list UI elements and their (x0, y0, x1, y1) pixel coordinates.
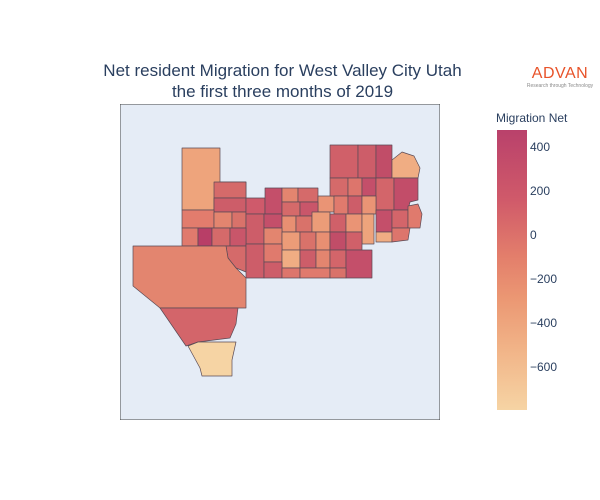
chart-title-line-2: the first three months of 2019 (171, 82, 394, 101)
map-region[interactable] (245, 197, 266, 215)
map-region[interactable] (211, 227, 231, 247)
map-region[interactable] (315, 231, 331, 251)
map-region[interactable] (263, 227, 283, 245)
map-region[interactable] (329, 231, 347, 251)
choropleth-map (120, 104, 440, 420)
map-region[interactable] (181, 227, 199, 247)
map-region[interactable] (281, 267, 301, 279)
map-region[interactable] (375, 231, 393, 243)
map-region[interactable] (299, 231, 317, 251)
colorbar-tick-label: −600 (530, 360, 558, 374)
colorbar-gradient (497, 130, 527, 410)
colorbar-tick-label: 200 (530, 184, 551, 198)
colorbar-title: Migration Net (496, 111, 568, 125)
colorbar-tick-label: 0 (530, 228, 537, 242)
map-region[interactable] (263, 243, 283, 263)
map-region[interactable] (361, 213, 375, 245)
map-region[interactable] (299, 267, 331, 279)
map-region[interactable] (281, 201, 301, 217)
map-region[interactable] (297, 187, 319, 203)
colorbar-tick-label: 400 (530, 140, 551, 154)
map-region[interactable] (281, 249, 301, 269)
map-region[interactable] (213, 211, 233, 229)
map-region[interactable] (347, 195, 363, 215)
colorbar-tick-label: −200 (530, 272, 558, 286)
map-region[interactable] (245, 213, 265, 245)
map-region[interactable] (213, 197, 247, 213)
map-region[interactable] (299, 249, 317, 269)
map-region[interactable] (391, 209, 409, 229)
map-region[interactable] (213, 181, 247, 199)
map-region[interactable] (132, 245, 247, 309)
map-region[interactable] (263, 261, 283, 279)
map-region[interactable] (361, 195, 377, 215)
map-region[interactable] (197, 227, 213, 247)
map-region[interactable] (329, 249, 347, 269)
map-region[interactable] (281, 215, 297, 233)
map-region[interactable] (333, 195, 349, 215)
map-region[interactable] (391, 227, 411, 243)
map-region[interactable] (329, 213, 347, 233)
logo-tagline: Research through Technology (526, 83, 594, 89)
advan-logo: ADVAN Research through Technology (525, 66, 595, 90)
logo-wordmark: ADVAN (531, 65, 589, 82)
map-region[interactable] (317, 195, 335, 213)
map-region[interactable] (375, 209, 393, 233)
colorbar-tick-label: −400 (530, 316, 558, 330)
map-region[interactable] (375, 144, 393, 179)
map-region[interactable] (159, 307, 239, 347)
map-region[interactable] (187, 341, 237, 377)
map-plot-area[interactable] (120, 104, 440, 420)
map-region[interactable] (263, 213, 283, 229)
map-region[interactable] (361, 177, 377, 197)
map-region[interactable] (345, 213, 363, 233)
map-region[interactable] (345, 249, 373, 279)
map-region[interactable] (329, 144, 359, 179)
map-region[interactable] (311, 211, 331, 233)
colorbar (497, 130, 527, 410)
map-region[interactable] (315, 249, 331, 269)
map-region[interactable] (407, 203, 423, 229)
map-region[interactable] (181, 209, 215, 229)
map-region[interactable] (345, 231, 363, 251)
chart-title-line-1: Net resident Migration for West Valley C… (103, 61, 462, 80)
map-region[interactable] (264, 187, 283, 215)
map-region[interactable] (245, 243, 265, 279)
map-region[interactable] (347, 177, 363, 197)
map-region[interactable] (329, 177, 349, 197)
map-region[interactable] (329, 267, 347, 279)
map-region[interactable] (281, 187, 299, 203)
map-region[interactable] (357, 144, 377, 179)
map-region[interactable] (231, 211, 247, 229)
map-region[interactable] (375, 177, 395, 211)
map-region[interactable] (295, 215, 313, 233)
map-region[interactable] (229, 227, 247, 247)
map-region[interactable] (281, 231, 301, 251)
